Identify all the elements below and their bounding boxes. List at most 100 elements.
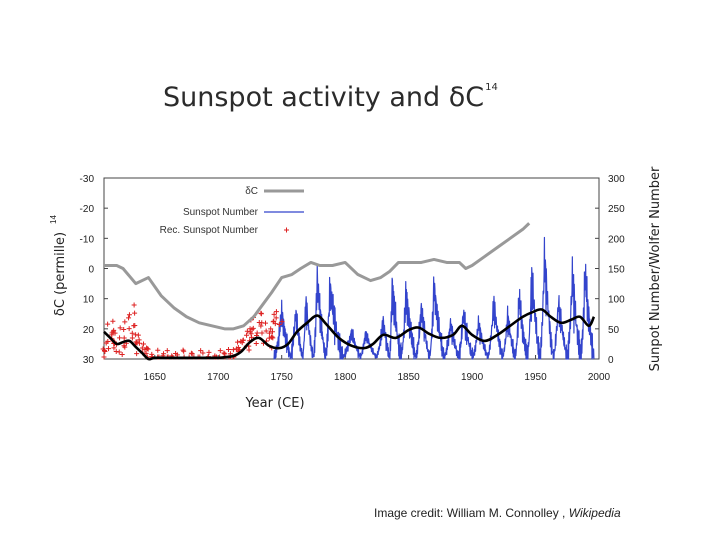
rec-sunspot-point [144, 346, 150, 352]
rec-sunspot-point [270, 335, 276, 341]
right-tick-label: 0 [608, 355, 614, 366]
image-credit-prefix: Image credit: William M. Connolley , [374, 506, 569, 520]
rec-sunspot-point [133, 339, 139, 345]
rec-sunspot-point [139, 345, 145, 351]
x-tick-label: 1800 [334, 372, 357, 383]
left-y-axis-label: δC (permille) 14 [49, 215, 68, 317]
svg-text:δC (permille): δC (permille) [53, 232, 68, 316]
rec-sunspot-point [161, 351, 167, 357]
rec-sunspot-point [258, 323, 264, 329]
rec-sunspot-point [266, 330, 272, 336]
rec-sunspot-point [258, 310, 264, 316]
x-tick-label: 2000 [588, 372, 611, 383]
rec-sunspot-point [206, 349, 212, 355]
rec-sunspot-point [271, 318, 277, 324]
rec-sunspot-point [244, 332, 250, 338]
rec-sunspot-point [246, 347, 252, 353]
rec-sunspot-point [113, 349, 119, 355]
rec-sunspot-point [217, 348, 223, 354]
x-tick-label: 1650 [144, 372, 167, 383]
rec-sunspot-point [110, 318, 116, 324]
rec-sunspot-point [189, 351, 195, 357]
chart-title-superscript: 14 [485, 82, 498, 93]
rec-sunspot-point [273, 309, 279, 315]
rec-sunspot-point [126, 326, 132, 332]
left-tick-label: -30 [80, 174, 95, 185]
series-delta-c14 [104, 222, 531, 331]
rec-sunspot-point [269, 329, 275, 335]
rec-sunspot-point [249, 334, 255, 340]
rec-sunspot-point [101, 354, 107, 360]
rec-sunspot-point [129, 330, 135, 336]
rec-sunspot-point [112, 330, 118, 336]
rec-sunspot-point [263, 320, 269, 326]
rec-sunspot-point [131, 302, 137, 308]
left-tick-label: 0 [88, 265, 94, 276]
left-tick-label: 10 [83, 295, 95, 306]
rec-sunspot-point [106, 346, 112, 352]
rec-sunspot-point [279, 319, 285, 325]
rec-sunspot-point [269, 334, 275, 340]
left-y-ticks: -30 -20 -10 0 10 20 30 [80, 174, 108, 366]
rec-sunspot-point [238, 338, 244, 344]
rec-sunspot-point [132, 310, 138, 316]
rec-sunspot-point [181, 348, 187, 354]
image-credit-source: Wikipedia [568, 506, 621, 520]
rec-sunspot-point [129, 335, 135, 341]
rec-sunspot-point [271, 311, 277, 317]
x-tick-label: 1750 [271, 372, 294, 383]
series-layer [100, 222, 596, 361]
left-y-axis-label-superscript: 14 [49, 215, 58, 224]
rec-sunspot-point [119, 352, 125, 358]
rec-sunspot-point [141, 341, 147, 347]
x-tick-label: 1850 [397, 372, 420, 383]
rec-sunspot-point [117, 325, 123, 331]
rec-sunspot-point [221, 350, 227, 356]
rec-sunspot-point [273, 315, 279, 321]
rec-sunspot-point [235, 339, 241, 345]
rec-sunspot-point [225, 347, 231, 353]
right-tick-label: 200 [608, 234, 625, 245]
rec-sunspot-point [126, 312, 132, 318]
series-sunspot-number [273, 236, 595, 360]
rec-sunspot-point [222, 351, 228, 357]
right-tick-label: 150 [608, 265, 625, 276]
rec-sunspot-point [134, 351, 140, 357]
rec-sunspot-point [121, 335, 127, 341]
rec-sunspot-point [174, 352, 180, 358]
right-y-axis-label: Sunpot Number/Wolfer Number [648, 166, 663, 371]
rec-sunspot-point [188, 350, 194, 356]
rec-sunspot-point [121, 326, 127, 332]
right-tick-label: 100 [608, 295, 625, 306]
rec-sunspot-point [230, 347, 236, 353]
rec-sunspot-point [263, 328, 269, 334]
rec-sunspot-point [198, 348, 204, 354]
legend-entry-label: Rec. Sunspot Number [160, 225, 259, 236]
left-tick-label: -20 [80, 204, 95, 215]
rec-sunspot-point [131, 323, 137, 329]
legend-entry-label: δC [245, 186, 258, 197]
left-tick-label: 20 [83, 325, 95, 336]
right-tick-label: 300 [608, 174, 625, 185]
right-tick-label: 250 [608, 204, 625, 215]
image-credit: Image credit: William M. Connolley , Wik… [374, 506, 621, 520]
rec-sunspot-point [155, 347, 161, 353]
left-tick-label: 30 [83, 355, 95, 366]
x-tick-label: 1950 [524, 372, 547, 383]
left-tick-label: -10 [80, 234, 95, 245]
rec-sunspot-point [253, 341, 259, 347]
rec-sunspot-point [103, 340, 109, 346]
x-tick-label: 1900 [461, 372, 484, 383]
legend-swatch-rec-sunspot [284, 227, 289, 233]
rec-sunspot-point [244, 328, 250, 334]
legend-entry-label: Sunspot Number [183, 207, 259, 218]
right-y-ticks: 300 250 200 150 100 50 0 [595, 174, 625, 366]
rec-sunspot-point [126, 315, 132, 321]
rec-sunspot-point [135, 332, 141, 338]
rec-sunspot-point [109, 332, 115, 338]
rec-sunspot-point [102, 348, 108, 354]
rec-sunspot-point [121, 343, 127, 349]
x-axis-label: Year (CE) [244, 396, 304, 411]
rec-sunspot-point [180, 347, 186, 353]
